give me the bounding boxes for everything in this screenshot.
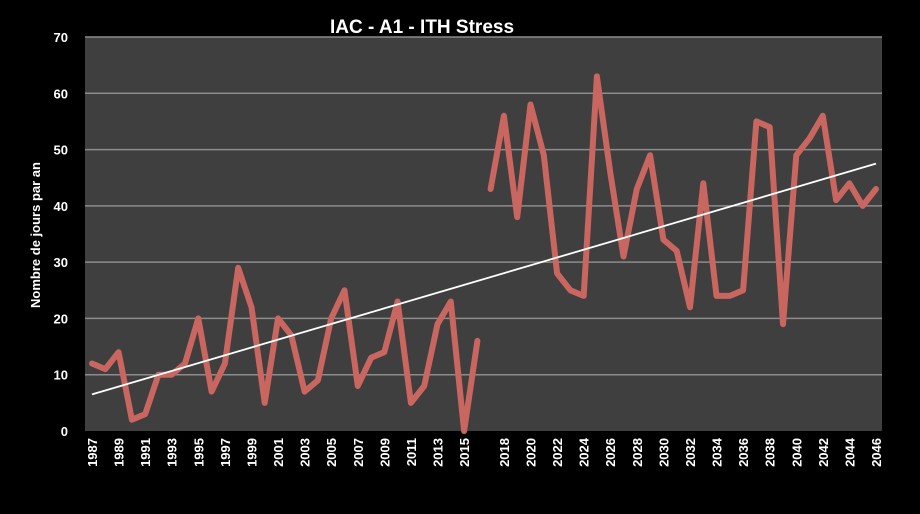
x-tick-label: 2022	[550, 438, 565, 467]
data-lines	[89, 73, 879, 434]
x-tick-label: 1997	[218, 438, 233, 467]
chart-title: IAC - A1 - ITH Stress	[330, 17, 514, 38]
x-tick-label: 2003	[298, 438, 313, 467]
x-tick-label: 2034	[710, 437, 725, 467]
x-tick-label: 2026	[603, 438, 618, 467]
x-tick-label: 2036	[736, 438, 751, 467]
x-tick-label: 1995	[191, 438, 206, 467]
x-tick-label: 2015	[457, 438, 472, 467]
x-tick-label: 2030	[656, 438, 671, 467]
x-tick-label: 1987	[85, 438, 100, 467]
x-tick-label: 1993	[165, 438, 180, 467]
x-tick-label: 1991	[138, 438, 153, 467]
y-tick-label: 70	[54, 30, 68, 45]
x-tick-label: 2007	[351, 438, 366, 467]
x-tick-label: 2042	[816, 438, 831, 467]
x-tick-label: 2005	[324, 438, 339, 467]
x-tick-label: 2011	[404, 438, 419, 466]
x-tick-label: 2020	[524, 438, 539, 467]
x-tick-label: 1999	[244, 438, 259, 467]
x-tick-label: 2009	[377, 438, 392, 467]
x-tick-label: 2013	[430, 438, 445, 467]
x-tick-label: 2044	[842, 437, 857, 467]
x-tick-label: 2018	[497, 438, 512, 467]
x-tick-label: 2024	[577, 437, 592, 467]
y-tick-label: 40	[54, 199, 68, 214]
y-tick-label: 0	[61, 424, 68, 439]
x-tick-label: 2032	[683, 438, 698, 467]
plot-area	[85, 37, 882, 431]
x-tick-label: 2028	[630, 438, 645, 467]
x-tick-label: 1989	[112, 438, 127, 467]
y-axis-label: Nombre de jours par an	[28, 162, 43, 308]
y-tick-label: 20	[54, 311, 68, 326]
trend-line	[91, 162, 877, 396]
y-tick-label: 60	[54, 86, 68, 101]
x-tick-label: 2001	[271, 438, 286, 467]
y-tick-label: 30	[54, 255, 68, 270]
x-tick-labels: 1987 1989 1991 1993 1995 1997 1999 2001 2003 2005…	[85, 437, 884, 467]
series-line	[487, 73, 879, 328]
y-tick-label: 50	[54, 143, 68, 158]
y-tick-label: 10	[54, 368, 68, 383]
x-tick-label: 2038	[763, 438, 778, 467]
series-line	[89, 264, 481, 434]
y-tick-labels: 0 10 20 30 40 50 60 70	[54, 30, 68, 439]
x-tick-label: 2046	[869, 438, 884, 467]
x-tick-label: 2040	[789, 438, 804, 467]
trend-line-group	[91, 162, 877, 396]
